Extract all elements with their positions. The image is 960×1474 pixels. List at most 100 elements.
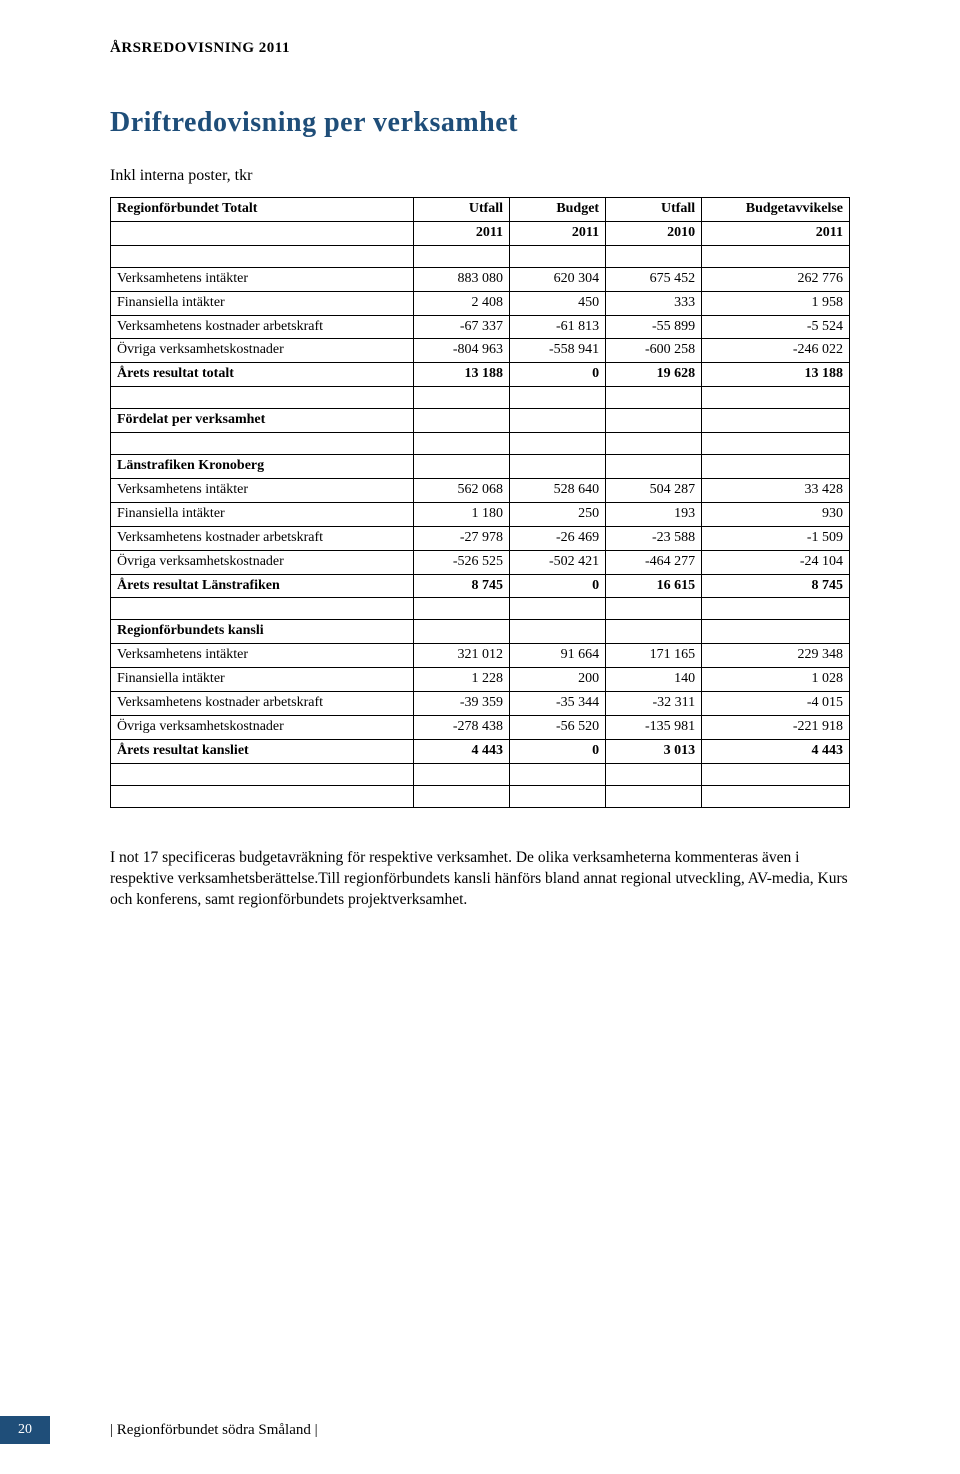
column-header-value: Budgetavvikelse	[702, 198, 850, 222]
row-value: -246 022	[702, 339, 850, 363]
row-label	[111, 221, 414, 245]
row-value	[606, 455, 702, 479]
row-value: 91 664	[510, 644, 606, 668]
row-value: -804 963	[413, 339, 509, 363]
body-paragraph: I not 17 specificeras budgetavräkning fö…	[110, 848, 850, 911]
row-label	[111, 598, 414, 620]
row-value	[702, 763, 850, 785]
page-number: 20	[0, 1416, 50, 1444]
row-label: Fördelat per verksamhet	[111, 409, 414, 433]
row-value: 0	[510, 363, 606, 387]
row-value	[702, 245, 850, 267]
row-value	[413, 455, 509, 479]
row-value	[413, 785, 509, 807]
row-label: Finansiella intäkter	[111, 502, 414, 526]
row-label: Finansiella intäkter	[111, 291, 414, 315]
row-value	[606, 620, 702, 644]
column-header-value: Budget	[510, 198, 606, 222]
row-value: 1 180	[413, 502, 509, 526]
row-value	[413, 387, 509, 409]
row-value: 333	[606, 291, 702, 315]
row-value: 4 443	[413, 739, 509, 763]
row-value	[702, 785, 850, 807]
row-value: -135 981	[606, 716, 702, 740]
row-value: 883 080	[413, 267, 509, 291]
row-value: 19 628	[606, 363, 702, 387]
row-value: 1 228	[413, 668, 509, 692]
row-value	[510, 387, 606, 409]
row-value: -502 421	[510, 550, 606, 574]
row-value: -464 277	[606, 550, 702, 574]
row-value: 620 304	[510, 267, 606, 291]
footer-text: | Regionförbundet södra Småland |	[110, 1422, 318, 1439]
row-value: 3 013	[606, 739, 702, 763]
row-value	[702, 387, 850, 409]
row-label: Årets resultat totalt	[111, 363, 414, 387]
row-value: -278 438	[413, 716, 509, 740]
row-value: -32 311	[606, 692, 702, 716]
row-label: Verksamhetens kostnader arbetskraft	[111, 526, 414, 550]
row-label: Övriga verksamhetskostnader	[111, 339, 414, 363]
row-value: -26 469	[510, 526, 606, 550]
row-value: 2011	[702, 221, 850, 245]
row-value	[702, 433, 850, 455]
row-label: Övriga verksamhetskostnader	[111, 550, 414, 574]
row-value	[702, 598, 850, 620]
row-value: 528 640	[510, 479, 606, 503]
row-value: -23 588	[606, 526, 702, 550]
row-value	[413, 620, 509, 644]
row-value: -55 899	[606, 315, 702, 339]
row-value: -27 978	[413, 526, 509, 550]
row-value	[606, 245, 702, 267]
row-value	[413, 763, 509, 785]
row-label: Verksamhetens kostnader arbetskraft	[111, 315, 414, 339]
row-value: 2 408	[413, 291, 509, 315]
row-value	[413, 409, 509, 433]
row-value: -1 509	[702, 526, 850, 550]
row-label	[111, 387, 414, 409]
row-value: 675 452	[606, 267, 702, 291]
row-value: -5 524	[702, 315, 850, 339]
row-label: Verksamhetens intäkter	[111, 267, 414, 291]
row-value: -600 258	[606, 339, 702, 363]
row-label: Finansiella intäkter	[111, 668, 414, 692]
row-label	[111, 763, 414, 785]
row-value	[606, 598, 702, 620]
column-header-value: Utfall	[413, 198, 509, 222]
row-value	[510, 409, 606, 433]
financial-table: Regionförbundet TotaltUtfallBudgetUtfall…	[110, 197, 850, 808]
row-value: -558 941	[510, 339, 606, 363]
row-value: 262 776	[702, 267, 850, 291]
row-value: 562 068	[413, 479, 509, 503]
row-value	[510, 433, 606, 455]
column-header-label: Regionförbundet Totalt	[111, 198, 414, 222]
row-label: Övriga verksamhetskostnader	[111, 716, 414, 740]
row-value: 171 165	[606, 644, 702, 668]
subtitle: Inkl interna poster, tkr	[110, 167, 850, 185]
row-value: 504 287	[606, 479, 702, 503]
row-value: -56 520	[510, 716, 606, 740]
row-value: 229 348	[702, 644, 850, 668]
row-value: 0	[510, 574, 606, 598]
row-value: 930	[702, 502, 850, 526]
row-value: -526 525	[413, 550, 509, 574]
row-value: 1 958	[702, 291, 850, 315]
row-label: Årets resultat Länstrafiken	[111, 574, 414, 598]
row-value	[606, 409, 702, 433]
row-value: 2011	[413, 221, 509, 245]
row-label: Årets resultat kansliet	[111, 739, 414, 763]
row-value	[702, 620, 850, 644]
row-value	[510, 763, 606, 785]
row-value	[606, 785, 702, 807]
row-label: Länstrafiken Kronoberg	[111, 455, 414, 479]
row-label	[111, 433, 414, 455]
row-value: 33 428	[702, 479, 850, 503]
row-value: 0	[510, 739, 606, 763]
row-value	[510, 785, 606, 807]
main-title: Driftredovisning per verksamhet	[110, 107, 850, 139]
row-value: 13 188	[413, 363, 509, 387]
row-value: -4 015	[702, 692, 850, 716]
row-label: Verksamhetens kostnader arbetskraft	[111, 692, 414, 716]
row-label	[111, 785, 414, 807]
page-footer: 20 | Regionförbundet södra Småland |	[0, 1416, 318, 1444]
